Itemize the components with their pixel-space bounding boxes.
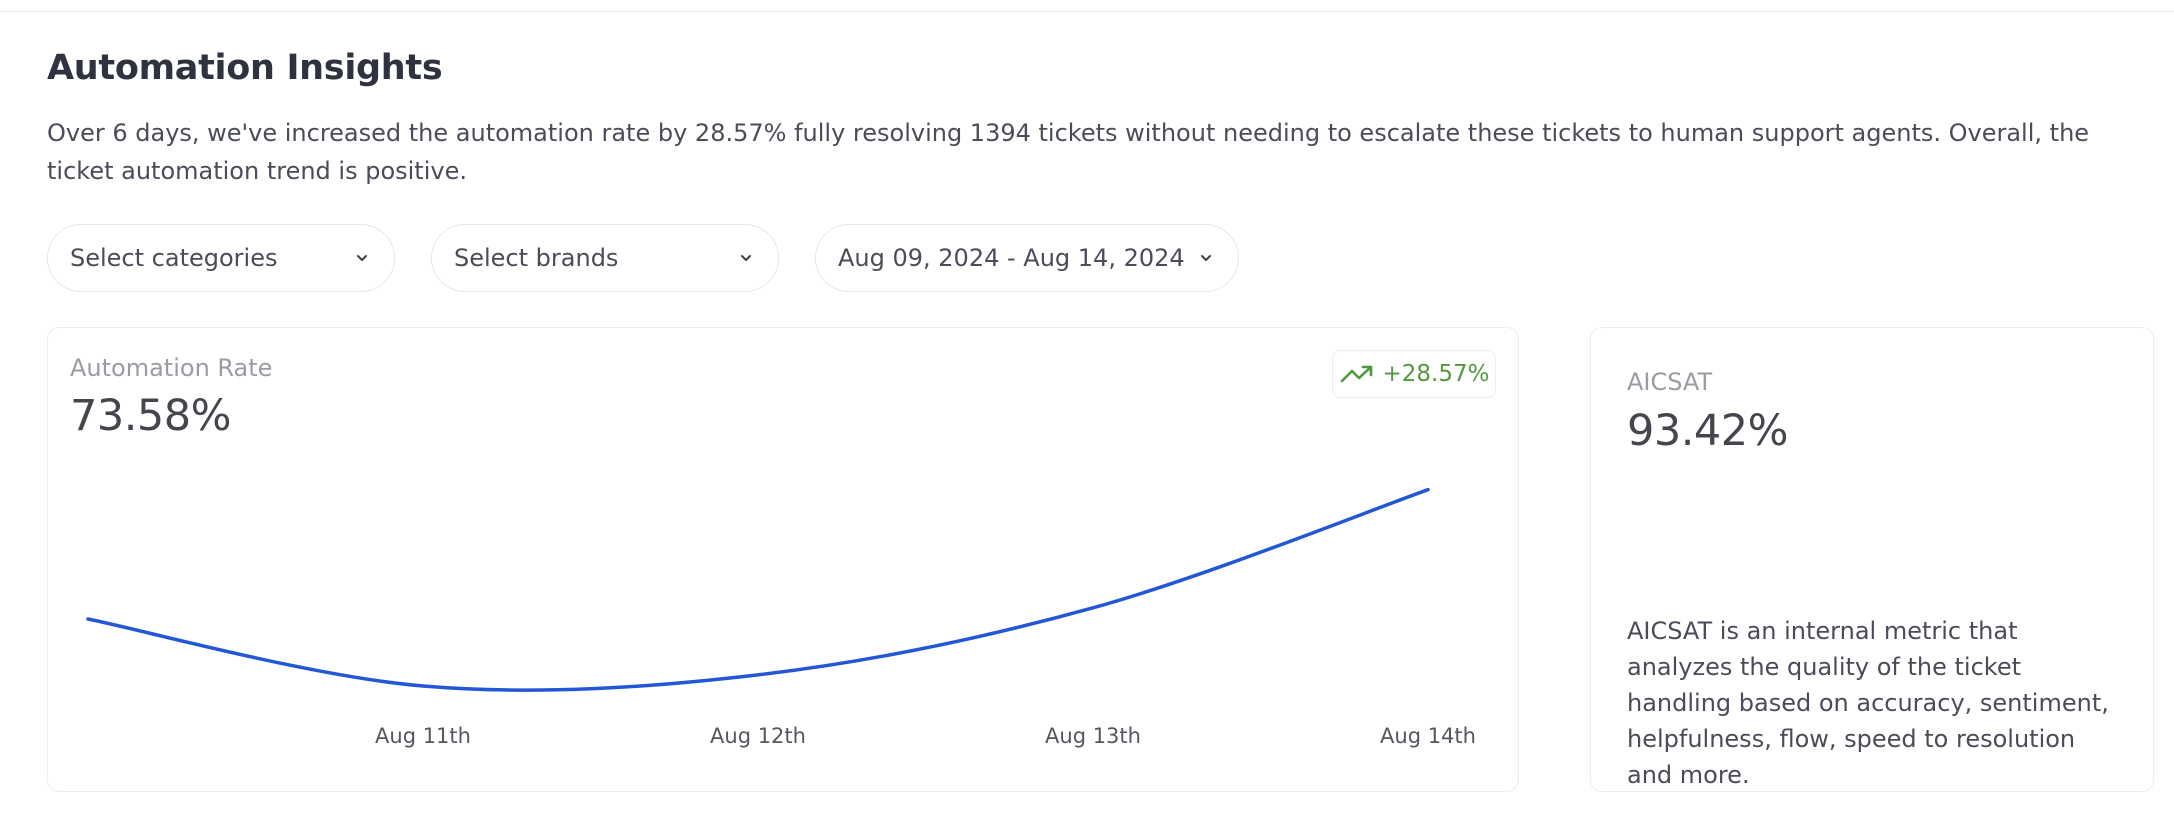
automation-rate-label: Automation Rate (70, 354, 273, 382)
x-tick-label: Aug 12th (710, 724, 806, 748)
categories-select[interactable]: Select categories (47, 224, 395, 292)
date-range-picker[interactable]: Aug 09, 2024 - Aug 14, 2024 (815, 224, 1239, 292)
automation-rate-line (86, 487, 1430, 692)
aicsat-value: 93.42% (1627, 406, 1788, 456)
aicsat-label: AICSAT (1627, 368, 1713, 396)
x-tick-label: Aug 11th (375, 724, 471, 748)
top-divider (0, 11, 2174, 12)
aicsat-description: AICSAT is an internal metric that analyz… (1627, 617, 2109, 789)
page-title: Automation Insights (47, 48, 443, 88)
automation-rate-card: Aug 11th Aug 12th Aug 13th Aug 14th Automat… (47, 327, 1519, 792)
automation-rate-value: 73.58% (70, 391, 231, 441)
trending-up-icon (1340, 365, 1372, 383)
trend-badge: +28.57% (1332, 350, 1496, 398)
chevron-down-icon (1201, 255, 1211, 261)
date-range-label: Aug 09, 2024 - Aug 14, 2024 (838, 244, 1185, 272)
brands-select-label: Select brands (454, 244, 619, 272)
chevron-down-icon (741, 255, 751, 261)
chevron-down-icon (357, 255, 367, 261)
brands-select[interactable]: Select brands (431, 224, 779, 292)
trend-value: +28.57% (1382, 361, 1490, 387)
x-tick-label: Aug 14th (1380, 724, 1476, 748)
insights-summary: Over 6 days, we've increased the automat… (47, 119, 2090, 185)
aicsat-card: AICSAT 93.42% AICSAT is an internal metr… (1590, 327, 2154, 792)
x-tick-label: Aug 13th (1045, 724, 1141, 748)
automation-rate-chart: Aug 11th Aug 12th Aug 13th Aug 14th (86, 487, 1476, 748)
categories-select-label: Select categories (70, 244, 278, 272)
